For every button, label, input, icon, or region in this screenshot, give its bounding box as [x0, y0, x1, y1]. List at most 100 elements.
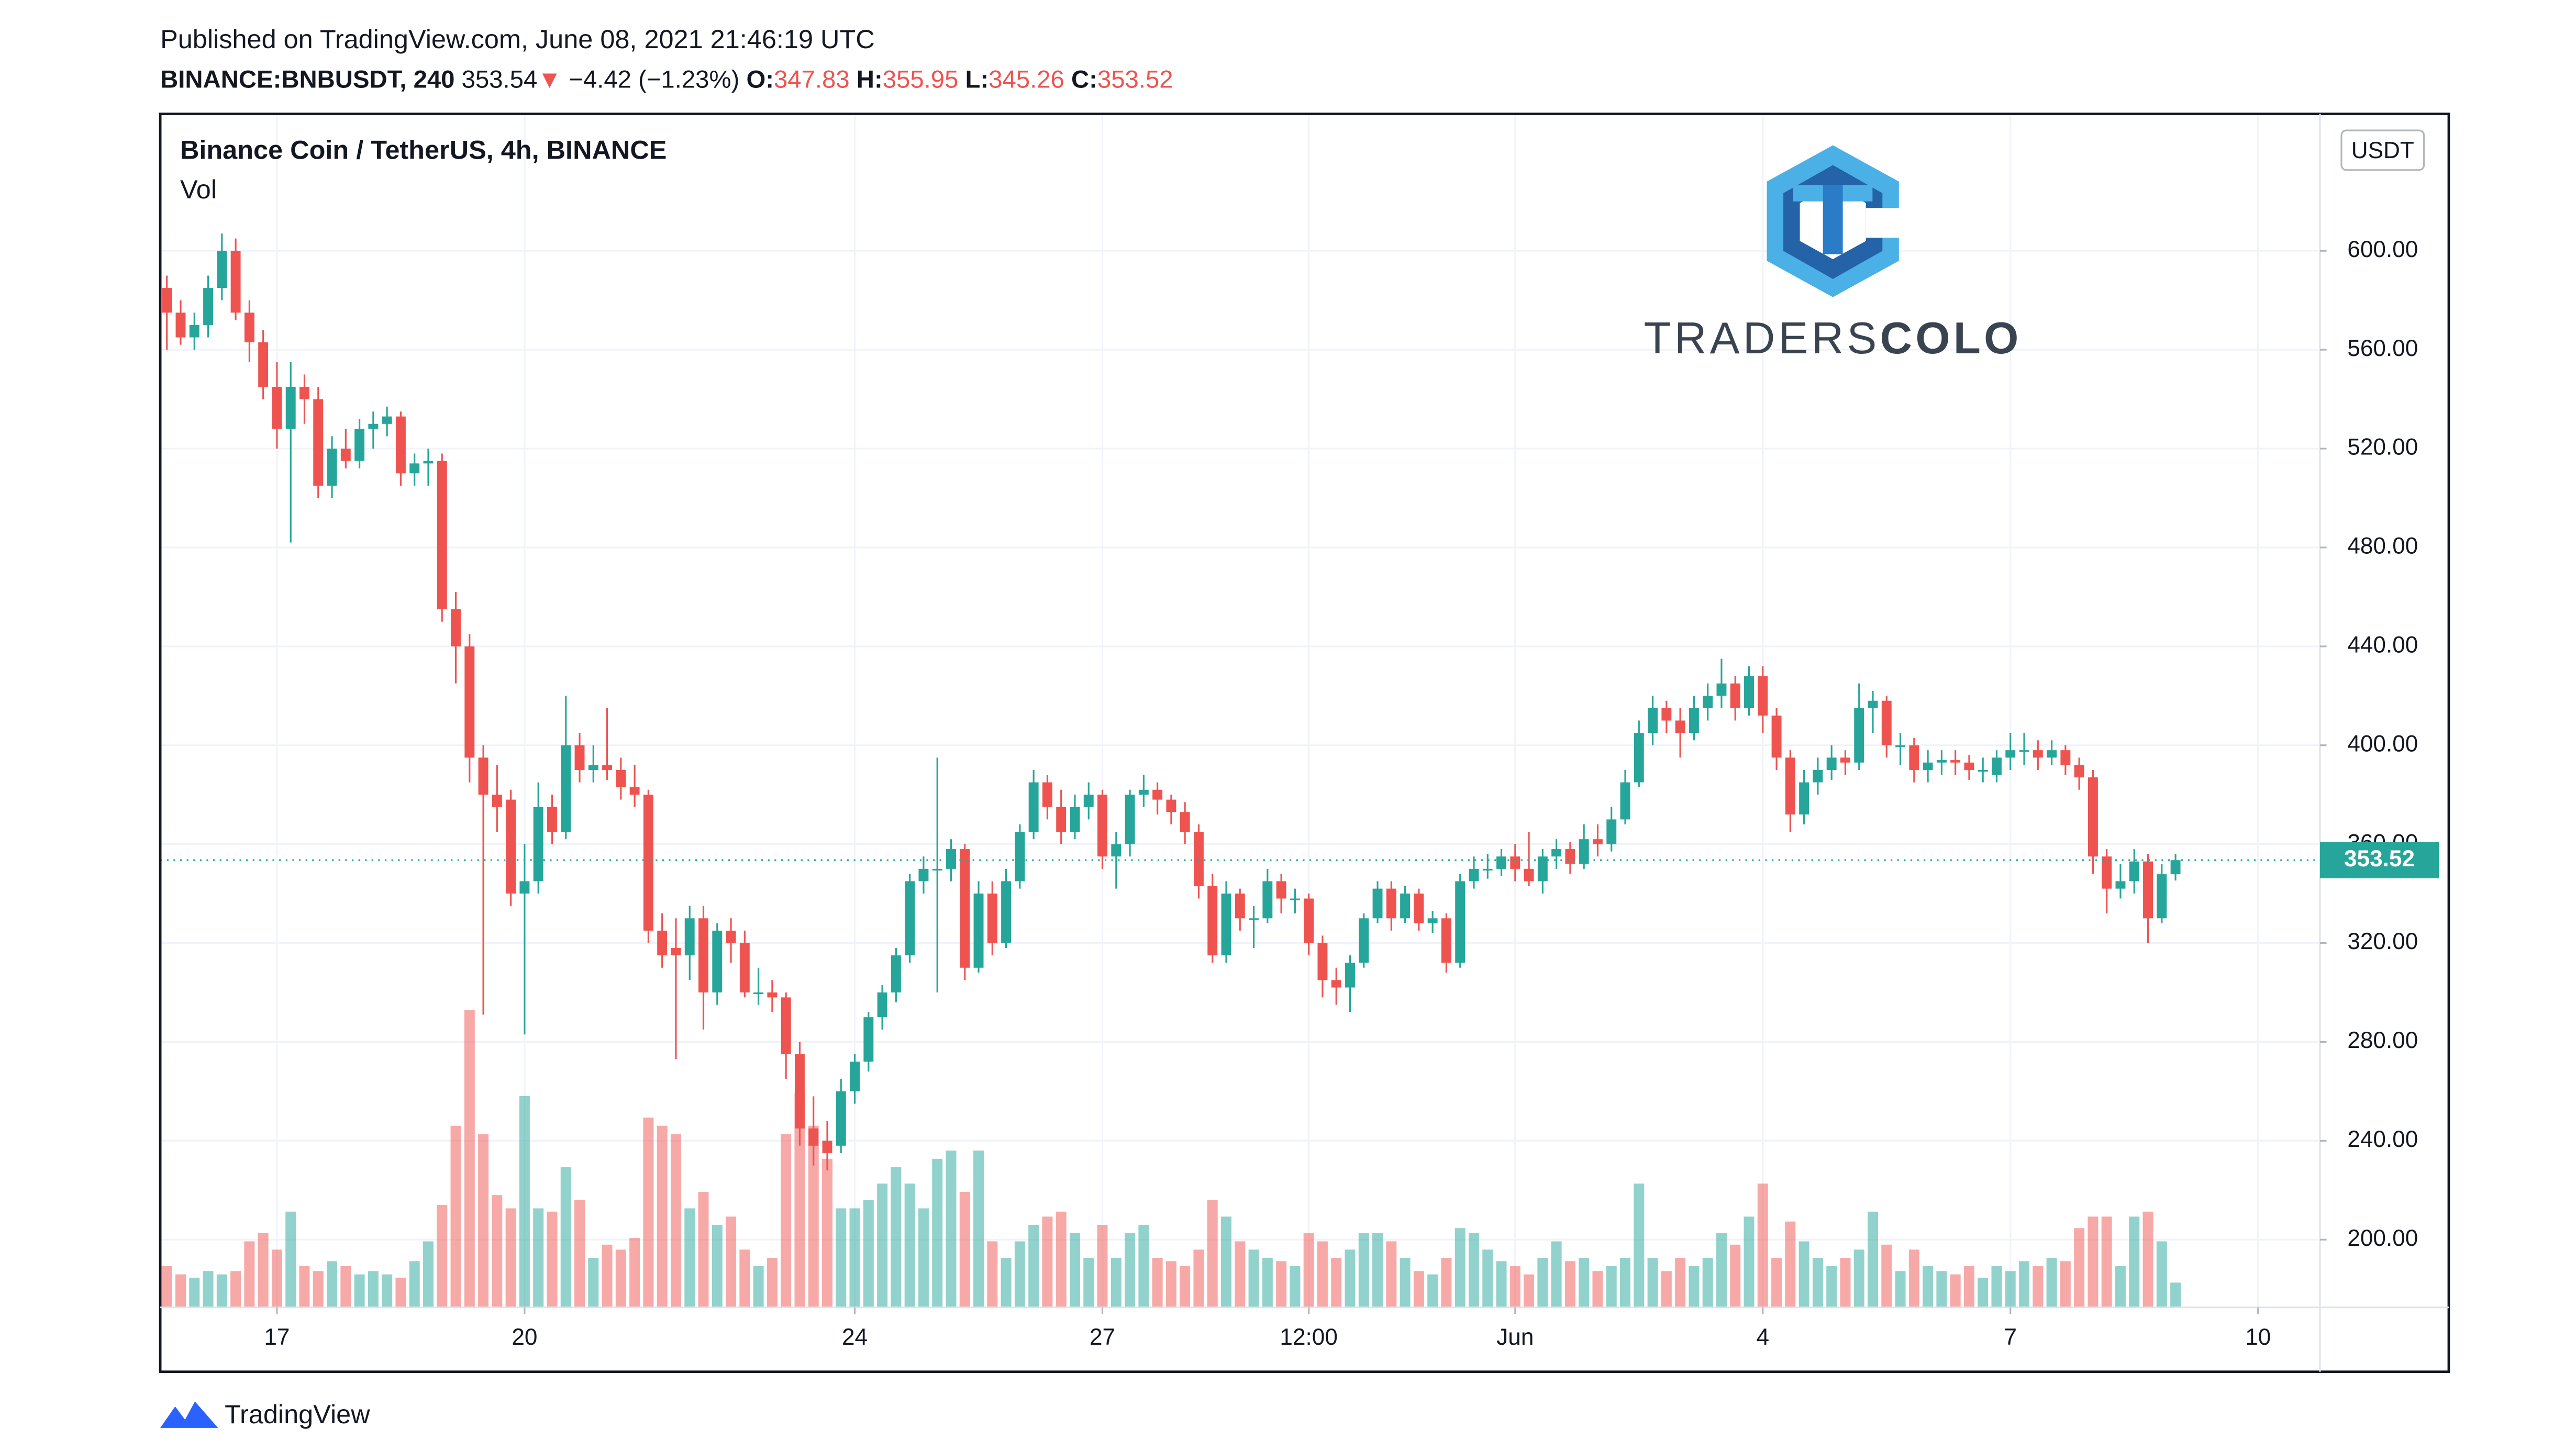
volume-bar	[271, 1249, 282, 1308]
candle-body	[1881, 700, 1892, 745]
volume-bar	[849, 1208, 860, 1308]
candle-body	[726, 930, 736, 943]
currency-label: USDT	[2351, 138, 2414, 163]
volume-bar	[1468, 1233, 1479, 1308]
volume-bar	[1702, 1258, 1713, 1308]
candle-body	[1510, 856, 1520, 869]
candle-body	[2047, 750, 2057, 758]
volume-bar	[1744, 1216, 1755, 1308]
watermark-bold: COLO	[1880, 314, 2022, 363]
volume-bar	[464, 1010, 475, 1308]
candle-body	[451, 609, 461, 646]
volume-bar	[1963, 1266, 1974, 1308]
candle-body	[1193, 832, 1204, 886]
volume-bar	[368, 1271, 379, 1308]
candle-body	[960, 849, 970, 968]
symbol-line: BINANCE:BNBUSDT, 240 353.54▼ −4.42 (−1.2…	[160, 65, 1173, 93]
logo-c-gap	[1866, 208, 1903, 238]
volume-bar	[1221, 1216, 1231, 1308]
candle-body	[1551, 849, 1562, 857]
volume-bar	[2019, 1261, 2030, 1308]
candle-body	[1950, 760, 1961, 763]
volume-bar	[904, 1184, 915, 1308]
volume-bar	[382, 1274, 393, 1308]
close-label: C:	[1071, 65, 1097, 93]
volume-bar	[1427, 1274, 1438, 1308]
volume-bar	[1262, 1258, 1273, 1308]
volume-bar	[1881, 1244, 1892, 1308]
candle-body	[492, 795, 502, 807]
x-tick-label: 4	[1757, 1324, 1770, 1350]
watermark-light: TRADERS	[1644, 314, 1880, 363]
volume-bar	[1014, 1241, 1025, 1308]
candle-body	[1001, 881, 1012, 943]
candle-body	[382, 416, 392, 424]
candle-body	[1083, 795, 1094, 807]
candle-body	[1771, 716, 1782, 758]
footer-text: TradingView	[225, 1399, 370, 1429]
volume-bar	[712, 1224, 723, 1308]
candle-body	[1537, 856, 1548, 881]
volume-label: Vol	[180, 174, 217, 204]
candle-body	[1785, 757, 1795, 814]
candle-body	[1414, 894, 1424, 923]
volume-bar	[244, 1241, 255, 1308]
volume-bar	[794, 1092, 805, 1308]
y-tick-label: 200.00	[2347, 1225, 2418, 1251]
volume-bar	[602, 1244, 613, 1308]
candle-body	[464, 646, 475, 758]
candle-body	[739, 943, 750, 992]
candle-body	[2102, 856, 2112, 889]
change: −4.42 (−1.23%)	[569, 65, 739, 93]
candle-body	[327, 449, 337, 486]
last-price: 353.54	[462, 65, 538, 93]
symbol: BINANCE:BNBUSDT, 240	[160, 65, 454, 93]
candle-body	[1028, 782, 1039, 832]
candle-body	[1441, 918, 1451, 963]
volume-bar	[1950, 1274, 1961, 1308]
volume-bar	[1826, 1266, 1837, 1308]
volume-bar	[1028, 1224, 1039, 1308]
volume-bar	[1785, 1221, 1796, 1308]
candle-body	[1180, 812, 1190, 832]
candle-body	[533, 807, 543, 881]
volume-bar	[822, 1158, 832, 1308]
candle-body	[891, 955, 901, 992]
candle-body	[794, 1054, 805, 1129]
candle-body	[1056, 807, 1067, 832]
currency-box	[2340, 129, 2425, 171]
candle-body	[368, 423, 379, 429]
x-tick-label: 10	[2245, 1324, 2271, 1350]
high-value: 355.95	[883, 65, 959, 93]
candle-body	[1634, 733, 1644, 783]
candle-body	[1675, 720, 1685, 733]
candle-body	[657, 930, 668, 956]
candle-body	[1097, 795, 1107, 857]
volume-bar	[1620, 1258, 1631, 1308]
x-tick-label: 27	[1090, 1324, 1115, 1350]
volume-bar	[1771, 1258, 1782, 1308]
volume-bar	[409, 1261, 420, 1308]
candle-body	[423, 461, 434, 464]
x-tick-label: 17	[264, 1324, 290, 1350]
volume-bar	[877, 1184, 888, 1308]
candle-body	[1854, 708, 1864, 763]
candle-body	[629, 787, 640, 795]
candle-body	[1730, 683, 1740, 708]
candle-body	[1331, 980, 1341, 988]
volume-bar	[1936, 1271, 1947, 1308]
volume-bar	[1386, 1241, 1397, 1308]
volume-bar	[2046, 1258, 2057, 1308]
volume-bar	[2101, 1216, 2112, 1308]
candle-body	[354, 429, 365, 461]
candle-body	[1840, 757, 1850, 763]
volume-bar	[203, 1271, 214, 1308]
volume-bar	[946, 1151, 957, 1308]
volume-bar	[354, 1274, 365, 1308]
published: Published on TradingView.com, June 08, 2…	[160, 24, 875, 54]
volume-bar	[299, 1266, 310, 1308]
volume-bar	[1895, 1271, 1906, 1308]
volume-bar	[932, 1158, 943, 1308]
watermark-text: TRADERSCOLO	[1644, 314, 2022, 363]
x-tick-label: 20	[512, 1324, 537, 1350]
